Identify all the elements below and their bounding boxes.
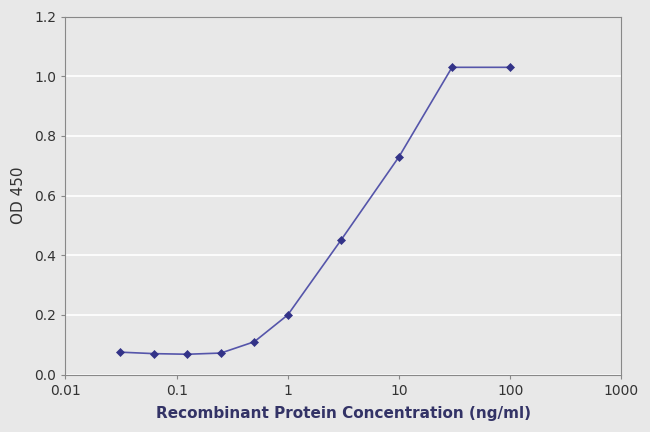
Y-axis label: OD 450: OD 450: [11, 167, 26, 224]
X-axis label: Recombinant Protein Concentration (ng/ml): Recombinant Protein Concentration (ng/ml…: [156, 406, 531, 421]
